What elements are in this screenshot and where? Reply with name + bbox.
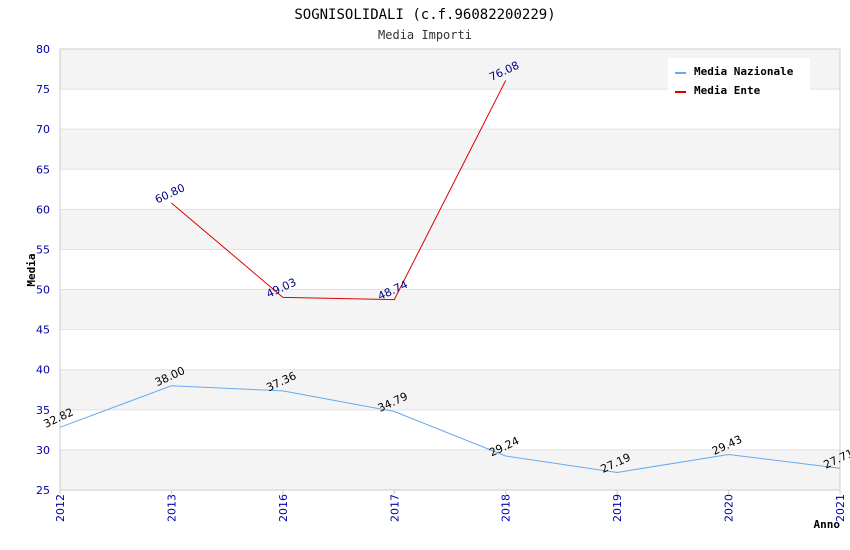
plot-border — [59, 48, 841, 491]
grid-band — [60, 289, 840, 330]
x-tick-label: 2012 — [54, 494, 67, 522]
x-tick-label: 2018 — [500, 494, 513, 522]
x-axis-label: Anno — [814, 518, 841, 531]
legend: Media Nazionale Media Ente — [668, 58, 810, 102]
y-tick-label: 65 — [36, 163, 50, 176]
data-label: 60.80 — [153, 181, 187, 206]
grid-band — [60, 449, 840, 490]
chart-title: SOGNISOLIDALI (c.f.96082200229) — [294, 7, 555, 23]
chart-subtitle: Media Importi — [378, 28, 472, 42]
legend-label-media-nazionale: Media Nazionale — [694, 65, 794, 78]
y-axis-ticks: 25 30 35 40 45 50 55 60 65 70 75 80 — [36, 43, 50, 497]
y-tick-label: 40 — [36, 364, 50, 377]
x-tick-label: 2020 — [723, 494, 736, 522]
y-tick-label: 55 — [36, 243, 50, 256]
y-tick-label: 50 — [36, 284, 50, 297]
y-tick-label: 35 — [36, 404, 50, 417]
y-tick-label: 60 — [36, 203, 50, 216]
y-axis-label: Media — [25, 253, 38, 286]
x-axis-ticks: 2012 2013 2016 2017 2018 2019 2020 2021 — [54, 490, 847, 522]
legend-label-media-ente: Media Ente — [694, 84, 761, 97]
x-tick-label: 2019 — [611, 494, 624, 522]
y-tick-label: 30 — [36, 444, 50, 457]
y-tick-label: 75 — [36, 83, 50, 96]
gridlines — [60, 48, 840, 491]
x-tick-label: 2013 — [165, 494, 178, 522]
series-line-media-nazionale — [59, 385, 841, 473]
legend-box — [668, 58, 810, 102]
x-tick-label: 2021 — [834, 494, 847, 522]
grid-band — [60, 209, 840, 250]
x-tick-label: 2017 — [388, 494, 401, 522]
series-line-media-ente — [171, 80, 507, 301]
x-tick-label: 2016 — [277, 494, 290, 522]
grid-band — [60, 129, 840, 170]
y-tick-label: 45 — [36, 324, 50, 337]
series-lines — [59, 80, 841, 473]
y-tick-label: 70 — [36, 123, 50, 136]
grid-band — [60, 369, 840, 410]
y-tick-label: 25 — [36, 484, 50, 497]
y-tick-label: 80 — [36, 43, 50, 56]
grid-bands — [60, 49, 840, 490]
